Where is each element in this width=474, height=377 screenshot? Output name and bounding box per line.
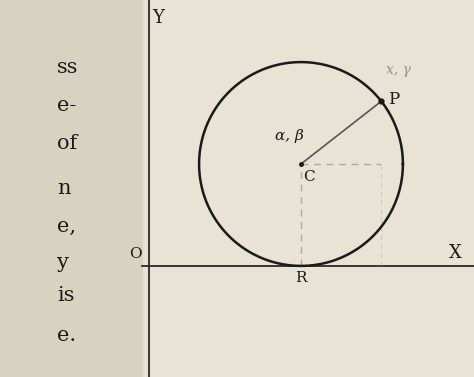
Text: x, γ: x, γ (386, 63, 411, 77)
Text: is: is (57, 287, 74, 305)
Text: O: O (129, 247, 142, 261)
Bar (0, 0, 142, 377)
Text: Y: Y (152, 9, 164, 28)
Text: y: y (57, 253, 69, 271)
Text: R: R (295, 271, 307, 285)
Text: of: of (57, 134, 77, 153)
Text: C: C (303, 170, 315, 184)
Text: ss: ss (57, 58, 78, 77)
Text: e.: e. (57, 326, 76, 345)
Text: X: X (449, 244, 462, 262)
Text: α, β: α, β (275, 129, 304, 143)
Text: n: n (57, 179, 70, 198)
Text: P: P (388, 91, 400, 108)
Text: e-: e- (57, 96, 76, 115)
Text: e,: e, (57, 217, 76, 236)
